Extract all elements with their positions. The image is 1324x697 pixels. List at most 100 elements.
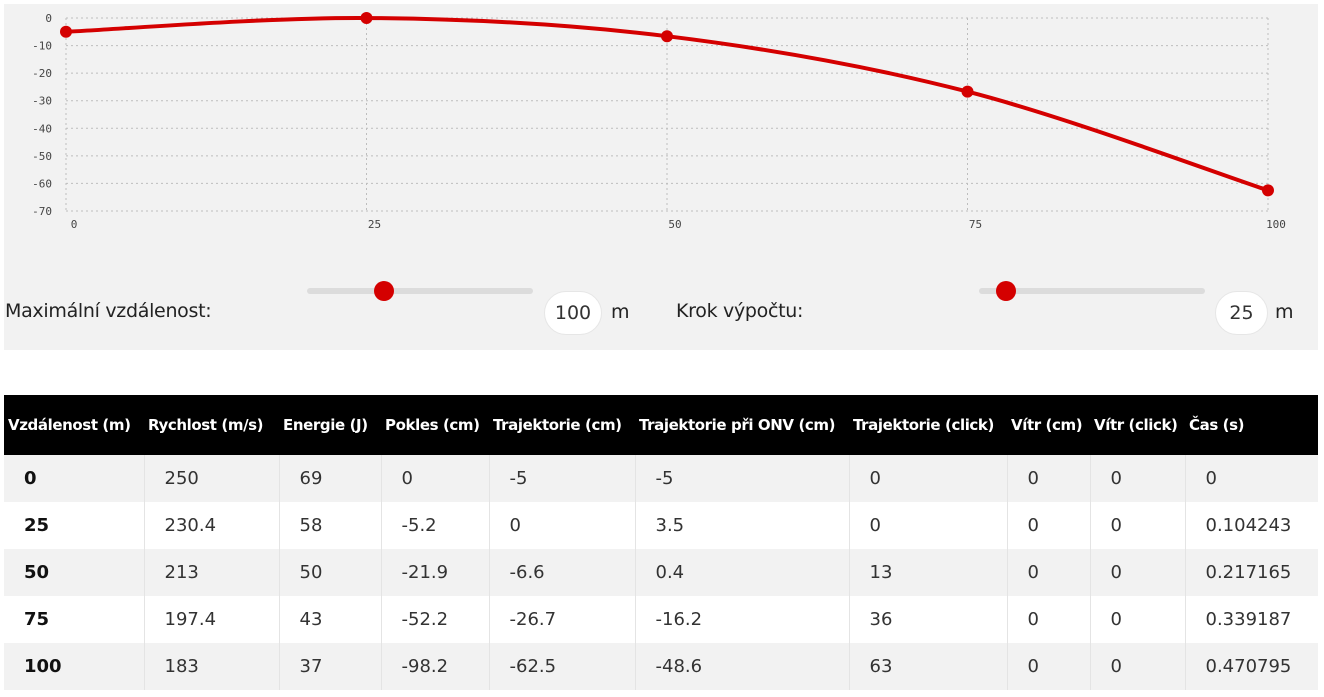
chart-panel: 0 -10 -20 -30 -40 -50 -60 -70 0 25 50 75 100 Maximá…	[4, 4, 1318, 350]
table-cell: 183	[144, 643, 280, 690]
y-tick-label: -70	[32, 205, 52, 218]
table-cell: 3.5	[635, 502, 850, 549]
col-header: Vzdálenost (m)	[8, 416, 131, 434]
y-tick-label: -50	[32, 150, 52, 163]
table-cell: 0.470795	[1205, 656, 1292, 677]
table-cell: 69	[279, 455, 382, 502]
col-header: Rychlost (m/s)	[148, 416, 264, 434]
table-cell: -6.6	[489, 549, 636, 596]
table-body: 0 250 69 0 -5 -5 0 0 0 0 25 230.4 58 -5.2 0 3.5 0 0 0 0.104…	[4, 455, 1318, 690]
table-cell: 0	[381, 455, 490, 502]
x-tick-label: 100	[1266, 218, 1286, 231]
table-row: 50 213 50 -21.9 -6.6 0.4 13 0 0 0.217165	[4, 549, 1318, 596]
table-cell: 0	[1090, 455, 1186, 502]
step-unit: m	[1275, 301, 1294, 323]
table-cell: -21.9	[381, 549, 490, 596]
y-tick-label: -20	[32, 67, 52, 80]
table-cell: 0.104243	[1205, 515, 1292, 536]
col-header: Pokles (cm)	[385, 416, 480, 434]
col-header: Vítr (click)	[1094, 416, 1178, 434]
table-cell: -5	[489, 455, 636, 502]
y-axis-ticks: 0 -10 -20 -30 -40 -50 -60 -70	[32, 12, 52, 218]
data-point	[360, 12, 373, 24]
x-tick-label: 50	[668, 218, 681, 231]
table-cell: 13	[849, 549, 1008, 596]
step-slider[interactable]	[979, 281, 1205, 301]
table-cell: 250	[144, 455, 280, 502]
table-cell: 100	[4, 643, 145, 690]
table-cell: 0	[1007, 455, 1091, 502]
table-header-row: Vzdálenost (m) Rychlost (m/s) Energie (J…	[4, 395, 1318, 455]
table-cell: 36	[849, 596, 1008, 643]
max-distance-slider[interactable]	[307, 281, 533, 301]
table-cell: 0	[1007, 549, 1091, 596]
table-cell: 50	[4, 549, 145, 596]
data-point	[661, 30, 673, 43]
max-distance-slider-thumb[interactable]	[373, 281, 394, 301]
col-header: Čas (s)	[1189, 416, 1245, 434]
x-tick-label: 75	[969, 218, 982, 231]
chart-grid	[65, 17, 1269, 212]
table-cell: 0	[849, 502, 1008, 549]
col-header: Energie (J)	[283, 416, 368, 434]
step-input[interactable]	[1215, 291, 1268, 335]
table-cell: -48.6	[635, 643, 850, 690]
y-tick-label: -60	[32, 177, 52, 190]
table-cell: 0	[4, 455, 145, 502]
data-point	[60, 25, 72, 38]
max-distance-input[interactable]	[544, 291, 602, 335]
table-row: 75 197.4 43 -52.2 -26.7 -16.2 36 0 0 0.339187	[4, 596, 1318, 643]
data-point	[961, 85, 974, 98]
table-cell: 0	[1090, 643, 1186, 690]
table-cell: 213	[144, 549, 280, 596]
table-cell: 43	[279, 596, 382, 643]
table-cell: -62.5	[489, 643, 636, 690]
series-points	[60, 12, 1274, 197]
trajectory-chart: 0 -10 -20 -30 -40 -50 -60 -70 0 25 50 75 100	[32, 12, 1286, 231]
table-cell: 63	[849, 643, 1008, 690]
col-header: Trajektorie při ONV (cm)	[639, 416, 836, 434]
table-cell: 0.339187	[1205, 609, 1292, 630]
y-tick-label: -40	[32, 122, 52, 135]
table-cell: 0	[1007, 502, 1091, 549]
table-cell: 0	[1205, 468, 1217, 489]
y-tick-label: -10	[32, 40, 52, 53]
max-distance-label: Maximální vzdálenost:	[5, 300, 212, 322]
table-cell: 0	[849, 455, 1008, 502]
table-row: 0 250 69 0 -5 -5 0 0 0 0	[4, 455, 1318, 502]
table-cell: -26.7	[489, 596, 636, 643]
step-slider-thumb[interactable]	[996, 281, 1017, 301]
table-cell: 197.4	[144, 596, 280, 643]
col-header: Vítr (cm)	[1011, 416, 1083, 434]
table-cell: 0	[1090, 596, 1186, 643]
table-cell: 37	[279, 643, 382, 690]
table-cell: -5.2	[381, 502, 490, 549]
max-distance-unit: m	[611, 301, 630, 323]
y-tick-label: -30	[32, 95, 52, 108]
table-cell: -98.2	[381, 643, 490, 690]
col-header: Trajektorie (click)	[853, 416, 994, 434]
table-cell: -5	[635, 455, 850, 502]
x-tick-label: 25	[368, 218, 381, 231]
table-cell: 0	[1007, 643, 1091, 690]
table-row: 25 230.4 58 -5.2 0 3.5 0 0 0 0.104243	[4, 502, 1318, 549]
results-table: Vzdálenost (m) Rychlost (m/s) Energie (J…	[4, 395, 1318, 690]
col-header: Trajektorie (cm)	[493, 416, 622, 434]
table-cell: 25	[4, 502, 145, 549]
table-cell: 75	[4, 596, 145, 643]
table-cell: 0.217165	[1205, 562, 1292, 583]
step-label: Krok výpočtu:	[676, 300, 804, 322]
table-cell: 0	[1090, 502, 1186, 549]
x-tick-label: 0	[71, 218, 78, 231]
table-cell: 58	[279, 502, 382, 549]
table-cell: 0.4	[635, 549, 850, 596]
table-cell: -52.2	[381, 596, 490, 643]
table-cell: 230.4	[144, 502, 280, 549]
table-row: 100 183 37 -98.2 -62.5 -48.6 63 0 0 0.470795	[4, 643, 1318, 690]
table-cell: 0	[1090, 549, 1186, 596]
x-axis-ticks: 0 25 50 75 100	[71, 218, 1286, 231]
table-cell: 0	[489, 502, 636, 549]
table-cell: -16.2	[635, 596, 850, 643]
table-cell: 50	[279, 549, 382, 596]
table-cell: 0	[1007, 596, 1091, 643]
